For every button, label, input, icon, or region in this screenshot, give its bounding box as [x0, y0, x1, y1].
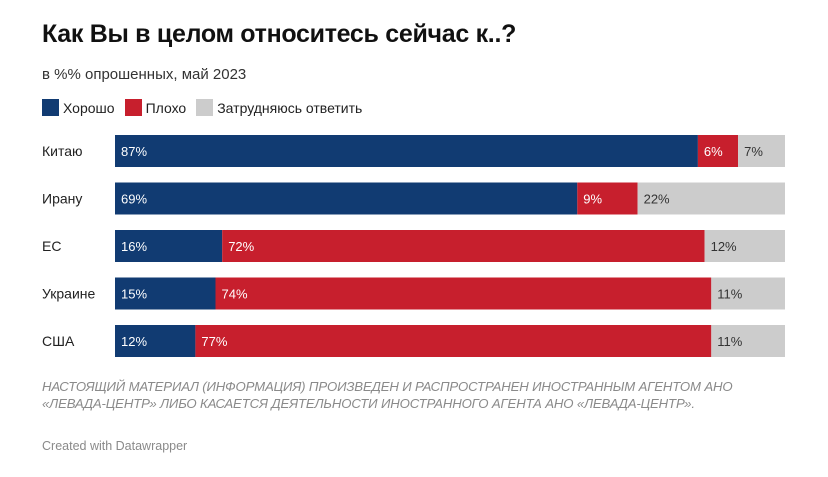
data-label-unsure: 7%: [744, 144, 763, 159]
chart-subtitle: в %% опрошенных, май 2023: [42, 66, 247, 83]
legend-item-good: Хорошо: [42, 99, 115, 116]
data-label-unsure: 12%: [711, 239, 737, 254]
data-label-good: 87%: [121, 144, 147, 159]
bar-segment-good: [115, 230, 223, 262]
category-label: США: [42, 333, 75, 349]
bar-segment-bad: [697, 135, 739, 167]
legend-label-good: Хорошо: [63, 99, 115, 116]
legend-item-bad: Плохо: [124, 99, 187, 116]
data-label-bad: 6%: [704, 144, 723, 159]
data-label-bad: 77%: [201, 334, 227, 349]
category-label: Китаю: [42, 143, 83, 159]
category-label: ЕС: [42, 238, 61, 254]
bar-segment-good: [115, 277, 216, 310]
bar-segment-bad: [215, 277, 712, 310]
legend-swatch-unsure: [196, 99, 214, 116]
bar-segment-good: [115, 135, 698, 167]
data-label-good: 12%: [121, 334, 147, 349]
legend-swatch-good: [42, 99, 59, 116]
bar-segment-bad: [577, 182, 638, 215]
bar-segment-unsure: [637, 182, 785, 215]
data-label-unsure: 11%: [717, 287, 742, 302]
chart-legend: Хорошо Плохо Затрудняюсь ответить: [42, 99, 372, 116]
category-label: Ирану: [42, 191, 82, 207]
datawrapper-credit: Created with Datawrapper: [42, 439, 188, 453]
foreign-agent-disclaimer: НАСТОЯЩИЙ МАТЕРИАЛ (ИНФОРМАЦИЯ) ПРОИЗВЕД…: [42, 379, 733, 411]
bar-segment-good: [115, 182, 578, 215]
legend-swatch-bad: [124, 99, 142, 116]
data-label-good: 15%: [121, 287, 147, 302]
bar-segment-bad: [222, 230, 705, 262]
bar-segment-unsure: [711, 325, 785, 357]
bar-segment-unsure: [704, 230, 785, 262]
chart-title: Как Вы в целом относитесь сейчас к..?: [42, 20, 517, 48]
data-label-bad: 72%: [228, 239, 254, 254]
legend-label-unsure: Затрудняюсь ответить: [217, 99, 363, 116]
legend-label-bad: Плохо: [145, 99, 187, 116]
data-label-good: 16%: [121, 239, 147, 254]
data-label-bad: 74%: [222, 287, 248, 302]
data-label-good: 69%: [121, 192, 147, 207]
bar-segment-unsure: [711, 277, 785, 310]
data-label-bad: 9%: [583, 192, 602, 207]
data-label-unsure: 22%: [644, 192, 670, 207]
bar-segment-bad: [195, 325, 712, 357]
legend-item-unsure: Затрудняюсь ответить: [196, 99, 362, 116]
category-label: Украине: [42, 286, 96, 302]
bar-segment-unsure: [738, 135, 785, 167]
data-label-unsure: 11%: [717, 334, 742, 349]
stacked-bar-chart: Китаю 87% 6% 7% Ирану 69% 9% 22% ЕС 16% 72% 12% Укра…: [42, 135, 785, 357]
bar-segment-good: [115, 325, 196, 357]
